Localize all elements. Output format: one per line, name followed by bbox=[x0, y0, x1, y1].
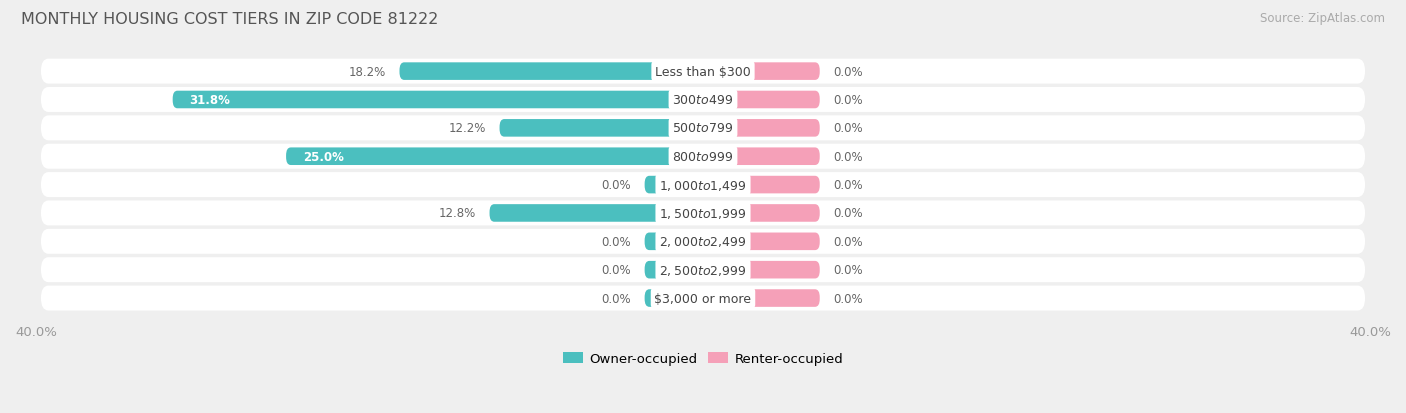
Text: $800 to $999: $800 to $999 bbox=[672, 150, 734, 163]
Text: 0.0%: 0.0% bbox=[834, 292, 863, 305]
FancyBboxPatch shape bbox=[703, 205, 820, 222]
Text: MONTHLY HOUSING COST TIERS IN ZIP CODE 81222: MONTHLY HOUSING COST TIERS IN ZIP CODE 8… bbox=[21, 12, 439, 27]
Text: 0.0%: 0.0% bbox=[602, 235, 631, 248]
Text: 12.8%: 12.8% bbox=[439, 207, 477, 220]
Text: $1,500 to $1,999: $1,500 to $1,999 bbox=[659, 206, 747, 221]
FancyBboxPatch shape bbox=[703, 148, 820, 166]
FancyBboxPatch shape bbox=[703, 120, 820, 137]
FancyBboxPatch shape bbox=[41, 229, 1365, 254]
FancyBboxPatch shape bbox=[41, 145, 1365, 169]
Text: $3,000 or more: $3,000 or more bbox=[655, 292, 751, 305]
Text: 0.0%: 0.0% bbox=[834, 65, 863, 78]
FancyBboxPatch shape bbox=[644, 233, 703, 251]
Text: 0.0%: 0.0% bbox=[834, 235, 863, 248]
FancyBboxPatch shape bbox=[173, 91, 703, 109]
FancyBboxPatch shape bbox=[644, 261, 703, 279]
FancyBboxPatch shape bbox=[41, 88, 1365, 113]
FancyBboxPatch shape bbox=[285, 148, 703, 166]
FancyBboxPatch shape bbox=[41, 59, 1365, 84]
Text: 0.0%: 0.0% bbox=[834, 263, 863, 277]
Text: $1,000 to $1,499: $1,000 to $1,499 bbox=[659, 178, 747, 192]
Text: 0.0%: 0.0% bbox=[602, 263, 631, 277]
FancyBboxPatch shape bbox=[41, 286, 1365, 311]
Text: $300 to $499: $300 to $499 bbox=[672, 94, 734, 107]
FancyBboxPatch shape bbox=[703, 91, 820, 109]
Text: 0.0%: 0.0% bbox=[602, 179, 631, 192]
FancyBboxPatch shape bbox=[703, 261, 820, 279]
Text: $500 to $799: $500 to $799 bbox=[672, 122, 734, 135]
FancyBboxPatch shape bbox=[644, 290, 703, 307]
Text: 25.0%: 25.0% bbox=[302, 150, 343, 163]
Text: 0.0%: 0.0% bbox=[834, 179, 863, 192]
Text: $2,500 to $2,999: $2,500 to $2,999 bbox=[659, 263, 747, 277]
FancyBboxPatch shape bbox=[41, 173, 1365, 197]
FancyBboxPatch shape bbox=[703, 63, 820, 81]
Text: 0.0%: 0.0% bbox=[834, 207, 863, 220]
FancyBboxPatch shape bbox=[41, 258, 1365, 282]
FancyBboxPatch shape bbox=[489, 205, 703, 222]
Text: $2,000 to $2,499: $2,000 to $2,499 bbox=[659, 235, 747, 249]
Text: Less than $300: Less than $300 bbox=[655, 65, 751, 78]
FancyBboxPatch shape bbox=[41, 201, 1365, 226]
Text: 18.2%: 18.2% bbox=[349, 65, 387, 78]
Text: 0.0%: 0.0% bbox=[834, 94, 863, 107]
Text: 0.0%: 0.0% bbox=[834, 122, 863, 135]
FancyBboxPatch shape bbox=[41, 116, 1365, 141]
FancyBboxPatch shape bbox=[703, 176, 820, 194]
Text: 31.8%: 31.8% bbox=[190, 94, 231, 107]
Text: 0.0%: 0.0% bbox=[834, 150, 863, 163]
FancyBboxPatch shape bbox=[703, 233, 820, 251]
FancyBboxPatch shape bbox=[644, 176, 703, 194]
FancyBboxPatch shape bbox=[499, 120, 703, 137]
Text: 0.0%: 0.0% bbox=[602, 292, 631, 305]
FancyBboxPatch shape bbox=[399, 63, 703, 81]
Text: 12.2%: 12.2% bbox=[449, 122, 486, 135]
FancyBboxPatch shape bbox=[703, 290, 820, 307]
Text: Source: ZipAtlas.com: Source: ZipAtlas.com bbox=[1260, 12, 1385, 25]
Legend: Owner-occupied, Renter-occupied: Owner-occupied, Renter-occupied bbox=[558, 347, 848, 370]
